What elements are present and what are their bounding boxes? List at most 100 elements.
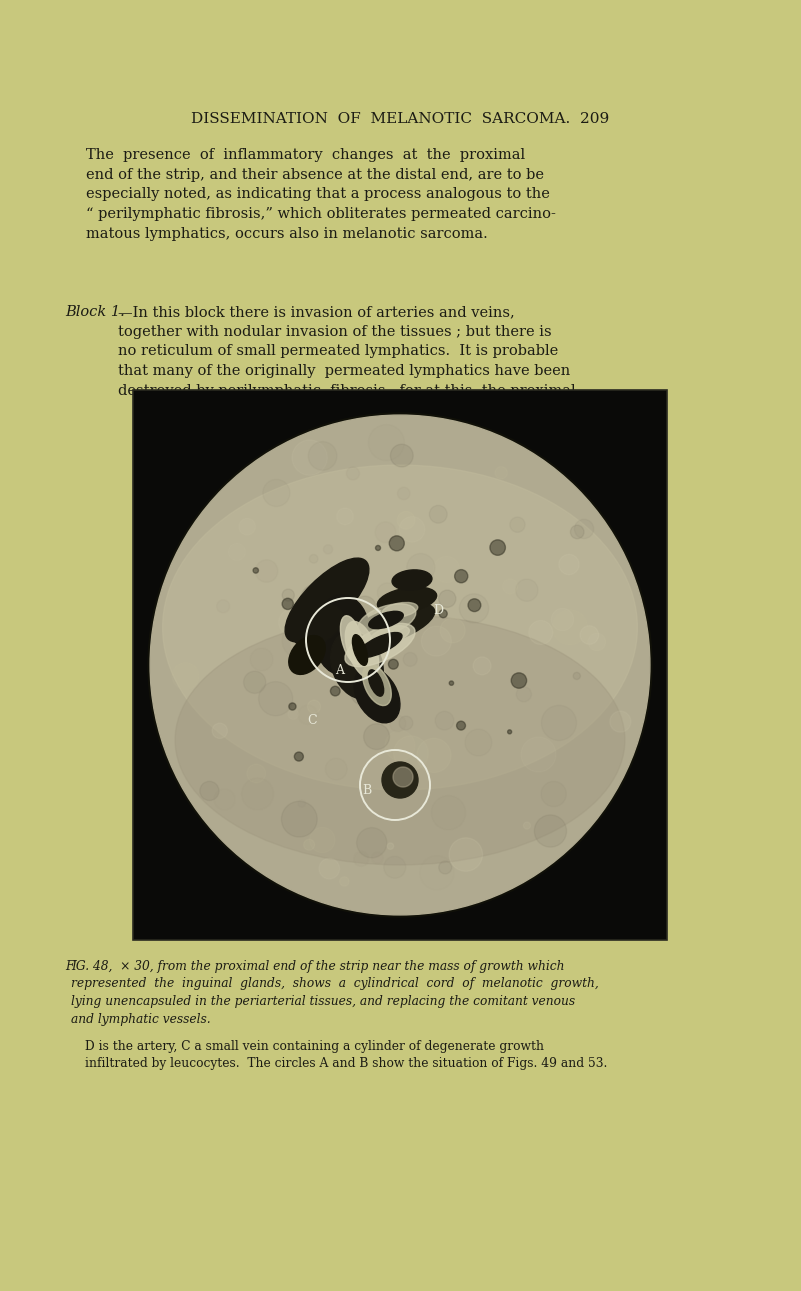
Circle shape (541, 781, 566, 807)
Circle shape (366, 622, 382, 638)
Circle shape (388, 660, 398, 669)
Circle shape (524, 822, 530, 829)
Bar (133, 390, 667, 940)
Circle shape (244, 671, 266, 693)
Circle shape (228, 544, 246, 560)
Circle shape (570, 525, 584, 538)
Circle shape (331, 687, 340, 696)
Circle shape (351, 680, 376, 705)
Circle shape (588, 633, 606, 651)
Circle shape (288, 709, 299, 719)
Text: C: C (308, 714, 317, 727)
Circle shape (172, 662, 199, 689)
Circle shape (511, 673, 526, 688)
Circle shape (282, 589, 294, 602)
Circle shape (239, 519, 256, 534)
Circle shape (517, 687, 531, 702)
Circle shape (574, 519, 594, 538)
Circle shape (610, 711, 631, 732)
Text: B: B (362, 784, 372, 797)
Circle shape (393, 736, 429, 771)
Circle shape (421, 626, 451, 656)
Ellipse shape (345, 621, 379, 679)
Circle shape (250, 648, 273, 671)
Circle shape (199, 781, 219, 800)
Circle shape (212, 723, 227, 738)
Circle shape (330, 587, 335, 593)
Circle shape (551, 608, 574, 631)
Circle shape (300, 584, 335, 618)
Circle shape (242, 778, 274, 809)
Circle shape (460, 594, 489, 624)
Circle shape (403, 652, 417, 666)
Circle shape (455, 569, 468, 582)
Circle shape (390, 444, 413, 467)
Circle shape (574, 673, 581, 679)
Circle shape (429, 505, 447, 523)
Circle shape (420, 856, 454, 889)
Circle shape (432, 795, 465, 830)
Ellipse shape (340, 616, 364, 665)
Circle shape (148, 413, 652, 917)
Circle shape (282, 624, 317, 658)
Circle shape (580, 626, 598, 644)
Circle shape (354, 596, 376, 618)
Circle shape (308, 442, 337, 470)
Circle shape (354, 852, 368, 866)
Circle shape (399, 717, 413, 729)
Circle shape (319, 859, 340, 879)
Circle shape (214, 789, 235, 809)
Circle shape (387, 843, 393, 849)
Circle shape (334, 643, 348, 657)
Circle shape (292, 440, 328, 475)
Ellipse shape (345, 624, 415, 666)
Circle shape (435, 711, 454, 729)
Circle shape (495, 466, 507, 479)
Ellipse shape (349, 603, 435, 647)
Circle shape (439, 590, 456, 607)
Circle shape (378, 635, 388, 644)
Circle shape (336, 509, 353, 524)
Ellipse shape (163, 465, 638, 790)
Circle shape (364, 724, 389, 750)
Circle shape (385, 731, 415, 760)
Circle shape (559, 554, 579, 574)
Circle shape (376, 546, 380, 550)
Ellipse shape (358, 633, 402, 657)
Ellipse shape (285, 558, 369, 642)
Circle shape (397, 511, 415, 529)
Circle shape (375, 522, 396, 542)
Text: —In this block there is invasion of arteries and veins,
together with nodular in: —In this block there is invasion of arte… (118, 305, 575, 398)
Ellipse shape (352, 635, 368, 665)
Circle shape (291, 635, 308, 652)
Circle shape (340, 877, 349, 886)
Circle shape (399, 516, 425, 542)
Text: A: A (336, 664, 344, 676)
Circle shape (356, 828, 387, 857)
Circle shape (310, 828, 335, 852)
Circle shape (263, 479, 290, 506)
Text: D: D (433, 603, 443, 617)
Circle shape (323, 642, 358, 678)
Circle shape (439, 609, 447, 617)
Circle shape (473, 657, 491, 675)
Circle shape (417, 738, 451, 772)
Circle shape (502, 578, 517, 594)
Circle shape (308, 700, 320, 713)
Ellipse shape (354, 667, 400, 723)
Ellipse shape (289, 635, 325, 674)
Text: F: F (65, 961, 74, 973)
Circle shape (325, 758, 347, 780)
Ellipse shape (175, 615, 625, 865)
Circle shape (509, 518, 525, 532)
Ellipse shape (371, 626, 409, 644)
Circle shape (289, 702, 296, 710)
Circle shape (150, 416, 650, 915)
Ellipse shape (368, 670, 384, 696)
Circle shape (468, 599, 481, 612)
Circle shape (529, 621, 553, 644)
Circle shape (441, 618, 465, 643)
Circle shape (541, 705, 577, 741)
Circle shape (508, 729, 512, 733)
Circle shape (294, 753, 304, 762)
